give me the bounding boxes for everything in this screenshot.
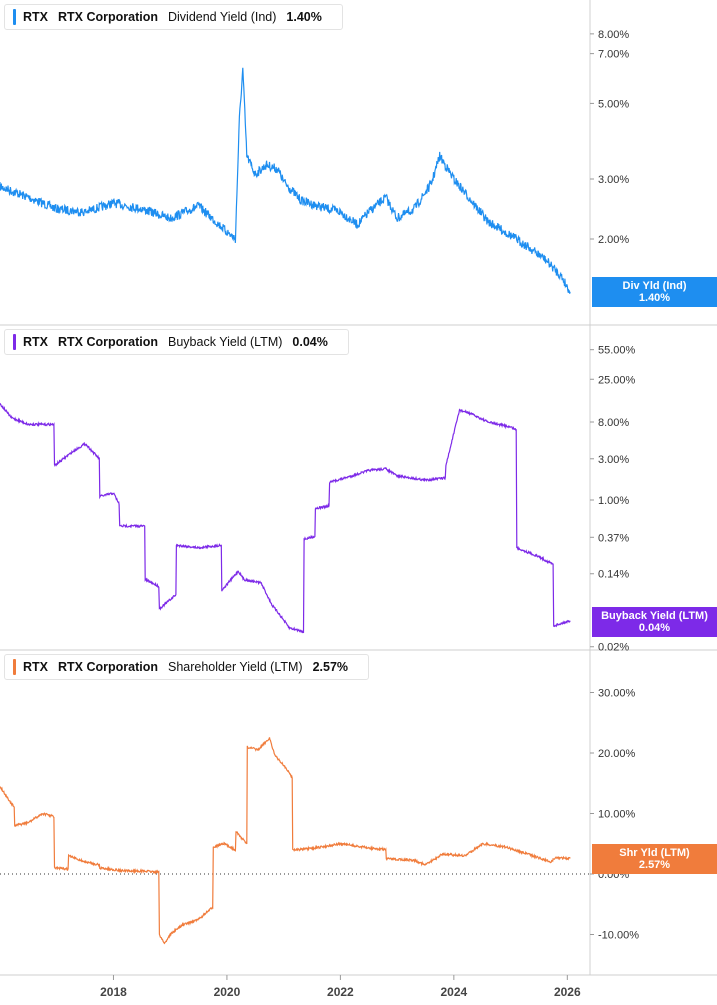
y-tick-label: 3.00% xyxy=(598,174,629,186)
y-tick-label: -10.00% xyxy=(598,930,639,942)
legend-metric: Shareholder Yield (LTM) xyxy=(168,660,303,674)
value-badge-dividend: Div Yld (Ind) 1.40% xyxy=(592,277,717,307)
legend-company: RTX Corporation xyxy=(58,660,158,674)
series-line-0 xyxy=(0,67,571,294)
legend-value: 2.57% xyxy=(312,660,349,674)
y-tick-label: 7.00% xyxy=(598,49,629,61)
badge-value: 2.57% xyxy=(638,859,671,871)
badge-label: Buyback Yield (LTM) xyxy=(601,610,708,622)
y-tick-label: 3.00% xyxy=(598,454,629,466)
badge-value: 1.40% xyxy=(638,292,671,304)
y-tick-label: 8.00% xyxy=(598,29,629,41)
x-tick-label: 2020 xyxy=(214,985,241,999)
y-tick-label: 0.37% xyxy=(598,532,629,544)
legend-dividend-yield: RTX RTX Corporation Dividend Yield (Ind)… xyxy=(4,4,343,30)
legend-company: RTX Corporation xyxy=(58,10,158,24)
y-tick-label: 0.02% xyxy=(598,642,629,654)
legend-shareholder-yield: RTX RTX Corporation Shareholder Yield (L… xyxy=(4,654,370,680)
badge-label: Div Yld (Ind) xyxy=(622,280,687,292)
series-line-1 xyxy=(0,402,571,634)
legend-company: RTX Corporation xyxy=(58,335,158,349)
legend-metric: Buyback Yield (LTM) xyxy=(168,335,283,349)
value-badge-shareholder: Shr Yld (LTM) 2.57% xyxy=(592,844,717,874)
legend-symbol: RTX xyxy=(23,10,48,24)
legend-buyback-yield: RTX RTX Corporation Buyback Yield (LTM) … xyxy=(4,329,349,355)
y-tick-label: 30.00% xyxy=(598,688,636,700)
legend-symbol: RTX xyxy=(23,335,48,349)
series-color-swatch xyxy=(13,9,16,25)
series-line-2 xyxy=(0,737,571,945)
badge-value: 0.04% xyxy=(638,622,671,634)
x-tick-label: 2018 xyxy=(100,985,127,999)
series-color-swatch xyxy=(13,659,16,675)
legend-symbol: RTX xyxy=(23,660,48,674)
y-tick-label: 5.00% xyxy=(598,98,629,110)
y-tick-label: 25.00% xyxy=(598,374,636,386)
x-tick-label: 2026 xyxy=(554,985,581,999)
y-tick-label: 2.00% xyxy=(598,234,629,246)
badge-label: Shr Yld (LTM) xyxy=(619,847,690,859)
series-color-swatch xyxy=(13,334,16,350)
legend-metric: Dividend Yield (Ind) xyxy=(168,10,277,24)
y-tick-label: 8.00% xyxy=(598,417,629,429)
legend-value: 0.04% xyxy=(292,335,328,349)
y-tick-label: 1.00% xyxy=(598,495,629,507)
legend-value: 1.40% xyxy=(286,10,322,24)
value-badge-buyback: Buyback Yield (LTM) 0.04% xyxy=(592,607,717,637)
y-tick-label: 10.00% xyxy=(598,809,636,821)
y-tick-label: 0.14% xyxy=(598,569,629,581)
x-tick-label: 2024 xyxy=(440,985,467,999)
y-tick-label: 20.00% xyxy=(598,748,636,760)
x-tick-label: 2022 xyxy=(327,985,354,999)
y-tick-label: 55.00% xyxy=(598,345,636,357)
